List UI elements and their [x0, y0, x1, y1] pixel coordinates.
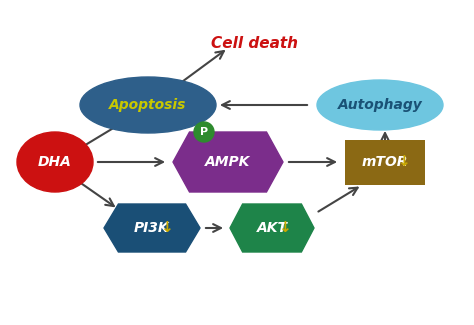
- Text: P: P: [200, 127, 208, 137]
- Text: DHA: DHA: [38, 155, 72, 169]
- FancyBboxPatch shape: [345, 139, 425, 185]
- Text: Cell death: Cell death: [211, 35, 299, 50]
- Circle shape: [194, 122, 214, 142]
- Ellipse shape: [17, 132, 93, 192]
- Text: ↓: ↓: [160, 220, 173, 236]
- Text: AKT: AKT: [256, 221, 288, 235]
- Polygon shape: [173, 132, 283, 192]
- Polygon shape: [230, 204, 314, 252]
- Text: ↓: ↓: [278, 220, 291, 236]
- Text: Autophagy: Autophagy: [337, 98, 422, 112]
- Ellipse shape: [80, 77, 216, 133]
- Text: Apoptosis: Apoptosis: [109, 98, 187, 112]
- Text: AMPK: AMPK: [205, 155, 251, 169]
- Ellipse shape: [317, 80, 443, 130]
- Text: PI3K: PI3K: [134, 221, 170, 235]
- Polygon shape: [104, 204, 200, 252]
- Text: mTOR: mTOR: [362, 155, 408, 169]
- Text: ↓: ↓: [397, 154, 410, 170]
